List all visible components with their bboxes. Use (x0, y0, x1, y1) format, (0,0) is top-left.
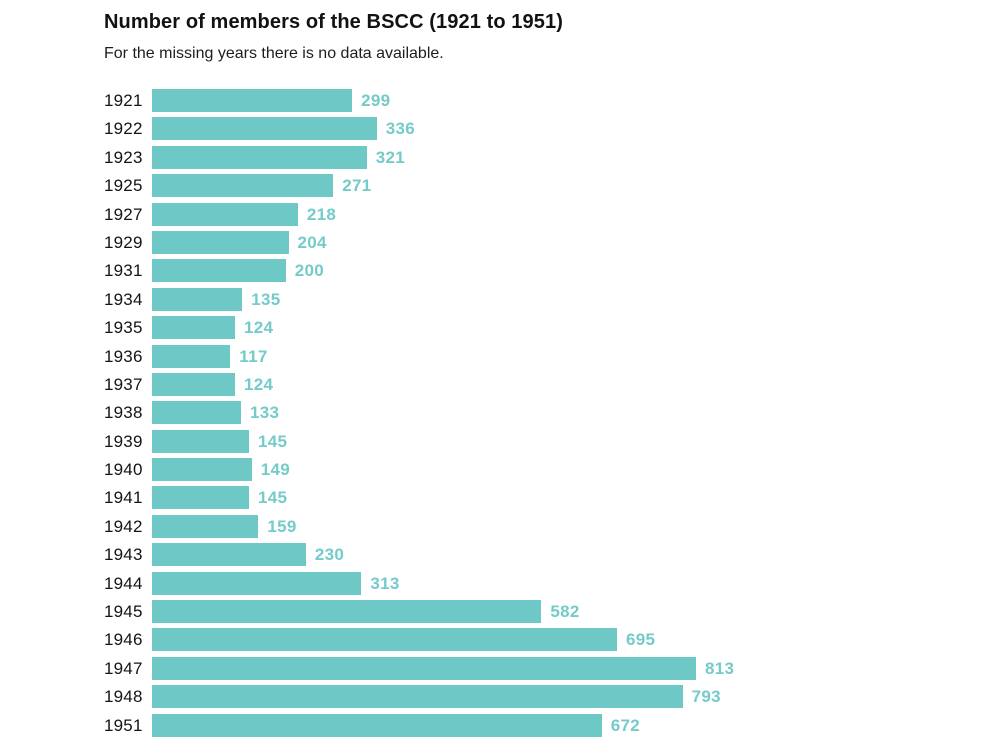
value-label: 218 (306, 204, 337, 224)
table-row: 1922 336 (104, 117, 1000, 141)
value-label: 117 (239, 346, 268, 366)
bar (152, 401, 241, 425)
bar (152, 117, 377, 141)
table-row: 1936 117 (104, 344, 1000, 368)
bar (152, 429, 249, 453)
bar (152, 685, 683, 709)
bar (152, 202, 298, 226)
table-row: 1940 149 (104, 458, 1000, 482)
table-row: 1947 813 (104, 656, 1000, 680)
year-label: 1922 (104, 119, 143, 139)
bar (152, 543, 306, 567)
year-label: 1934 (104, 289, 143, 309)
table-row: 1927 218 (104, 202, 1000, 226)
value-label: 124 (244, 318, 274, 338)
table-row: 1937 124 (104, 372, 1000, 396)
year-label: 1942 (104, 516, 143, 536)
value-label: 336 (385, 119, 416, 139)
table-row: 1945 582 (104, 600, 1000, 624)
year-label: 1951 (104, 715, 143, 735)
table-row: 1944 313 (104, 571, 1000, 595)
table-row: 1931 200 (104, 259, 1000, 283)
table-row: 1939 145 (104, 429, 1000, 453)
year-label: 1944 (104, 573, 143, 593)
bar (152, 89, 353, 112)
value-label: 299 (361, 91, 391, 110)
bar (152, 713, 602, 737)
year-label: 1923 (104, 147, 143, 167)
chart-subtitle: For the missing years there is no data a… (104, 45, 444, 62)
year-label: 1945 (104, 602, 143, 622)
year-label: 1941 (104, 488, 143, 508)
value-label: 695 (626, 630, 656, 650)
bar (152, 316, 235, 340)
table-row: 1929 204 (104, 230, 1000, 254)
year-label: 1927 (104, 204, 143, 224)
value-label: 200 (294, 261, 325, 281)
year-label: 1938 (104, 403, 143, 423)
year-label: 1929 (104, 232, 143, 252)
value-label: 133 (250, 403, 280, 423)
table-row: 1921 299 (104, 89, 1000, 112)
table-row: 1934 135 (104, 287, 1000, 311)
table-row: 1942 159 (104, 514, 1000, 538)
bar (152, 600, 542, 624)
value-label: 135 (251, 289, 281, 309)
value-label: 124 (244, 374, 274, 394)
table-row: 1941 145 (104, 486, 1000, 510)
value-label: 793 (691, 687, 721, 707)
year-label: 1939 (104, 431, 143, 451)
table-row: 1951 672 (104, 713, 1000, 737)
table-row: 1923 321 (104, 145, 1000, 169)
value-label: 149 (260, 460, 290, 480)
value-label: 204 (297, 232, 327, 252)
value-label: 145 (258, 488, 288, 508)
table-row: 1935 124 (104, 316, 1000, 340)
value-label: 313 (370, 573, 400, 593)
table-row: 1938 133 (104, 401, 1000, 425)
chart-title: Number of members of the BSCC (1921 to 1… (104, 11, 563, 33)
year-label: 1931 (104, 261, 143, 281)
year-label: 1925 (104, 176, 143, 196)
bar-chart: 1921 299 1922 336 1923 321 1925 271 1927 218 1929 2… (104, 89, 1000, 737)
bar (152, 458, 252, 482)
bar (152, 230, 289, 254)
table-row: 1925 271 (104, 174, 1000, 198)
bar (152, 145, 367, 169)
bar (152, 287, 243, 311)
year-label: 1943 (104, 545, 143, 565)
value-label: 672 (610, 715, 640, 735)
value-label: 145 (258, 431, 288, 451)
bar (152, 259, 286, 283)
value-label: 813 (705, 658, 735, 678)
bar (152, 344, 231, 368)
year-label: 1935 (104, 318, 143, 338)
value-label: 321 (375, 147, 406, 167)
bar (152, 514, 259, 538)
year-label: 1937 (104, 374, 143, 394)
year-label: 1946 (104, 630, 143, 650)
value-label: 582 (550, 602, 580, 622)
table-row: 1946 695 (104, 628, 1000, 652)
table-row: 1943 230 (104, 543, 1000, 567)
bar (152, 571, 362, 595)
bar (152, 628, 617, 652)
value-label: 159 (267, 516, 297, 536)
table-row: 1948 793 (104, 685, 1000, 709)
bar (152, 174, 334, 198)
year-label: 1947 (104, 658, 143, 678)
year-label: 1921 (104, 91, 143, 110)
value-label: 230 (314, 545, 345, 565)
year-label: 1948 (104, 687, 143, 707)
bar (152, 486, 249, 510)
bar (152, 372, 235, 396)
year-label: 1936 (104, 346, 143, 366)
bar (152, 656, 696, 680)
value-label: 271 (342, 176, 372, 196)
year-label: 1940 (104, 460, 143, 480)
